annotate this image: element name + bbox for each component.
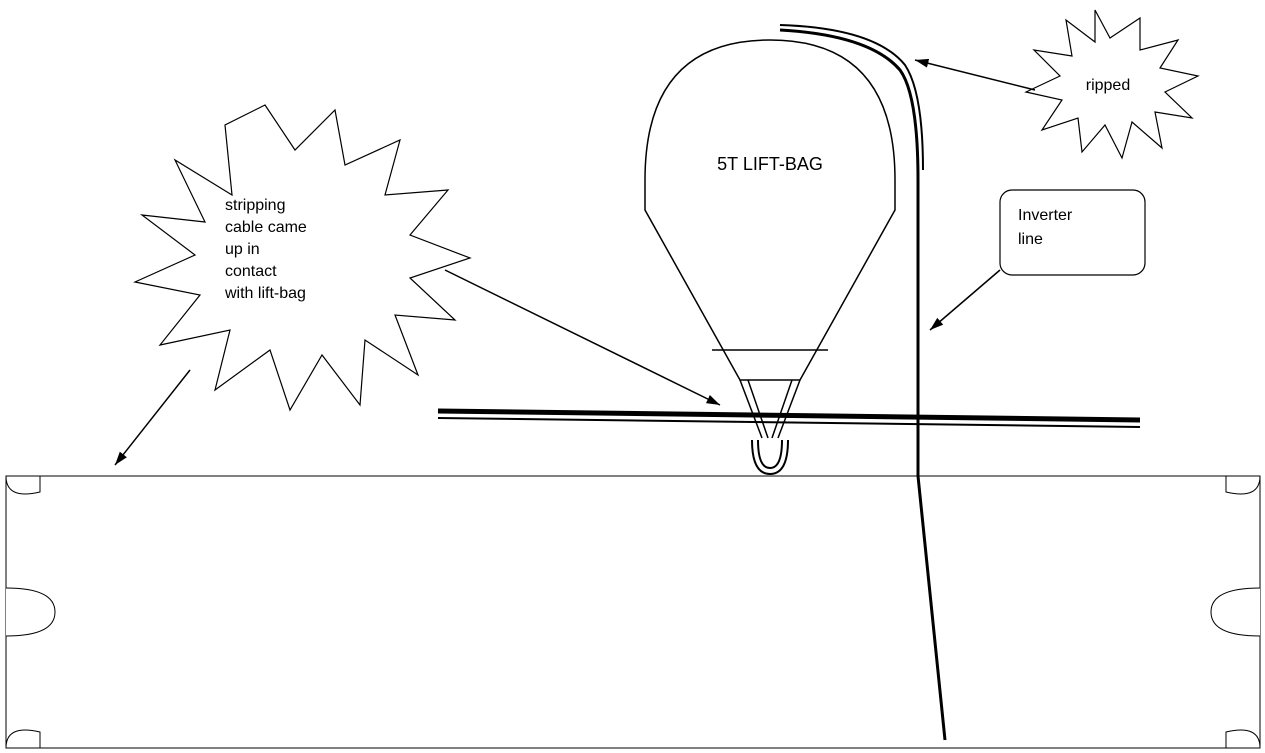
lift-bag-label: 5T LIFT-BAG (717, 154, 823, 174)
lift-bag-diagram: 5T LIFT-BAG ripped stripping cable came … (0, 0, 1265, 753)
ripped-arrow (915, 60, 1035, 90)
stripping-callout (135, 105, 470, 410)
base-platform (6, 476, 1260, 748)
inverter-arrow (930, 270, 1000, 330)
ripped-label: ripped (1086, 77, 1130, 94)
stripping-arrow (445, 270, 720, 405)
stripping-cable (438, 411, 1140, 427)
lift-bag (645, 40, 895, 474)
stripping-arrow-2 (115, 370, 190, 465)
